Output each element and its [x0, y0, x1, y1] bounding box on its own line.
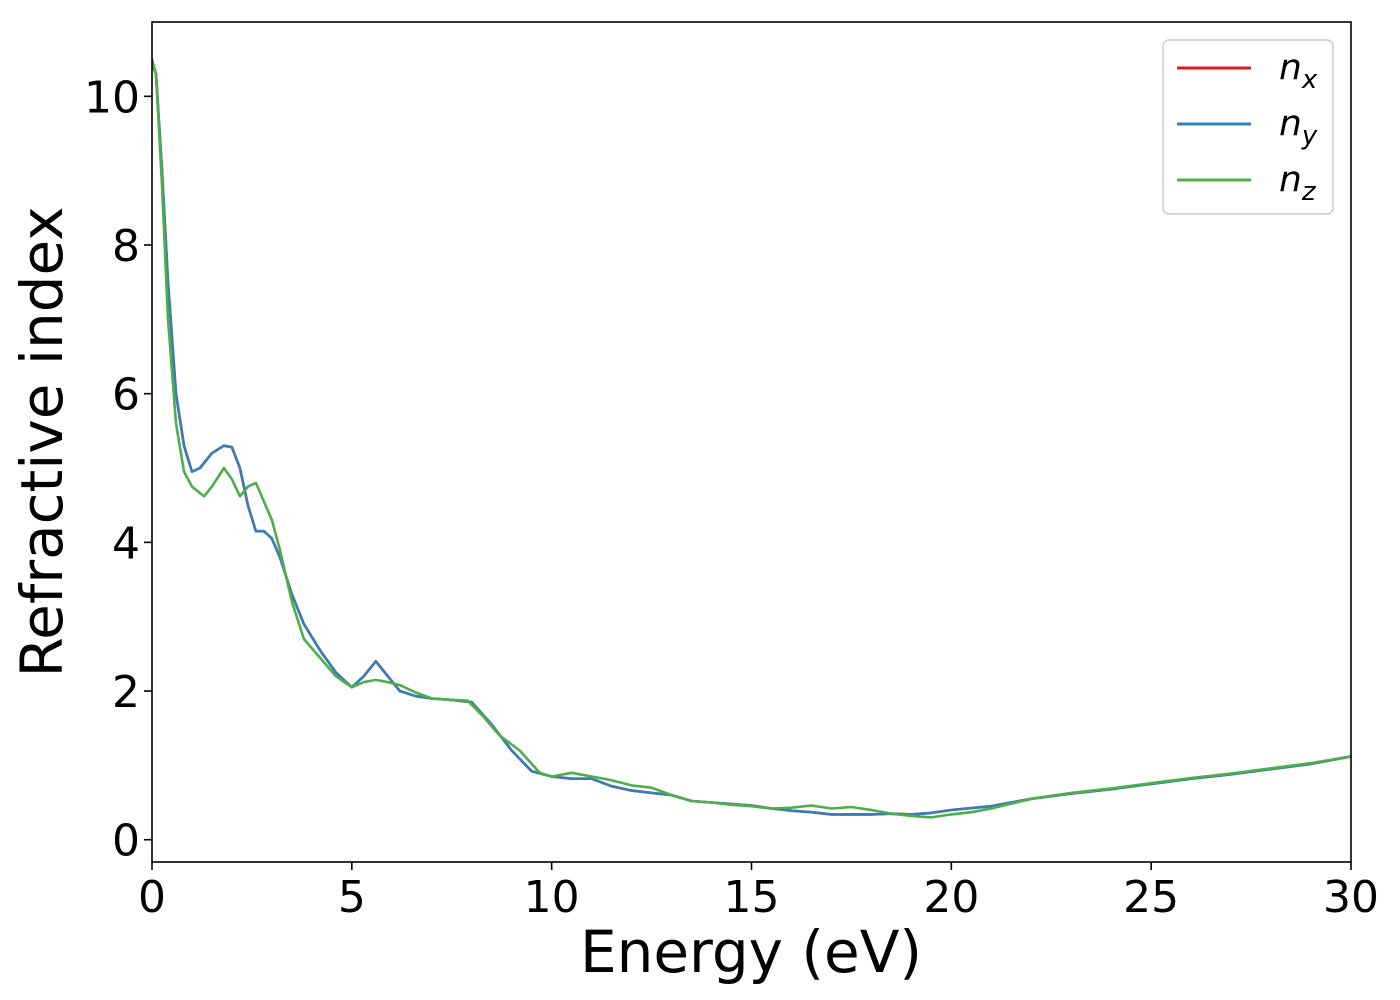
x-tick-label: 30 [1323, 872, 1379, 923]
x-tick-label: 5 [338, 872, 366, 923]
y-axis-title: Refractive index [8, 206, 76, 677]
legend-box [1162, 39, 1334, 215]
y-tick-label: 4 [112, 518, 140, 569]
series-line-n-z [152, 57, 1351, 819]
y-tick-label: 10 [84, 72, 140, 123]
y-tick-label: 0 [112, 816, 140, 867]
x-tick-label: 25 [1123, 872, 1179, 923]
plot-frame [151, 21, 1352, 863]
legend: nx ny nz [1162, 39, 1334, 215]
y-tick-label: 2 [112, 667, 140, 718]
series-line-n-y [152, 61, 1351, 816]
legend-label-n-z: nz [1279, 159, 1317, 207]
y-tick-label: 8 [112, 221, 140, 272]
plot-area-background [152, 22, 1351, 862]
x-tick-label: 0 [138, 872, 166, 923]
series-layer [152, 57, 1351, 819]
y-tick-label: 6 [112, 370, 140, 421]
legend-label-n-x: nx [1279, 47, 1318, 95]
x-axis-title: Energy (eV) [580, 918, 922, 986]
x-tick-label: 15 [724, 872, 780, 923]
x-tick-label: 20 [923, 872, 979, 923]
x-tick-label: 10 [524, 872, 580, 923]
legend-label-n-y: ny [1279, 103, 1318, 151]
axis-ticks: 0 5 10 15 20 25 30 0 2 4 6 8 10 [84, 72, 1379, 923]
